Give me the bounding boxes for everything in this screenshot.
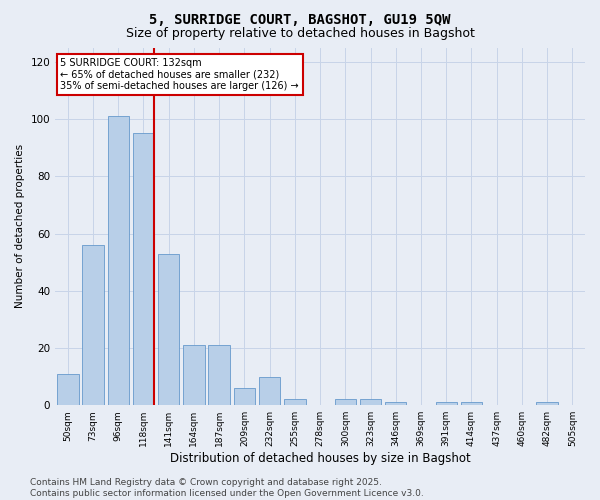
Bar xyxy=(183,345,205,405)
Y-axis label: Number of detached properties: Number of detached properties xyxy=(15,144,25,308)
Bar xyxy=(82,245,104,405)
Bar xyxy=(436,402,457,405)
Bar xyxy=(259,376,280,405)
Bar xyxy=(133,134,154,405)
Bar xyxy=(284,400,305,405)
X-axis label: Distribution of detached houses by size in Bagshot: Distribution of detached houses by size … xyxy=(170,452,470,465)
Bar xyxy=(360,400,381,405)
Text: 5 SURRIDGE COURT: 132sqm
← 65% of detached houses are smaller (232)
35% of semi-: 5 SURRIDGE COURT: 132sqm ← 65% of detach… xyxy=(61,58,299,92)
Bar xyxy=(158,254,179,405)
Bar xyxy=(208,345,230,405)
Bar xyxy=(233,388,255,405)
Bar xyxy=(335,400,356,405)
Bar xyxy=(57,374,79,405)
Text: 5, SURRIDGE COURT, BAGSHOT, GU19 5QW: 5, SURRIDGE COURT, BAGSHOT, GU19 5QW xyxy=(149,12,451,26)
Bar xyxy=(536,402,558,405)
Bar xyxy=(385,402,406,405)
Text: Size of property relative to detached houses in Bagshot: Size of property relative to detached ho… xyxy=(125,28,475,40)
Bar xyxy=(461,402,482,405)
Text: Contains HM Land Registry data © Crown copyright and database right 2025.
Contai: Contains HM Land Registry data © Crown c… xyxy=(30,478,424,498)
Bar xyxy=(107,116,129,405)
